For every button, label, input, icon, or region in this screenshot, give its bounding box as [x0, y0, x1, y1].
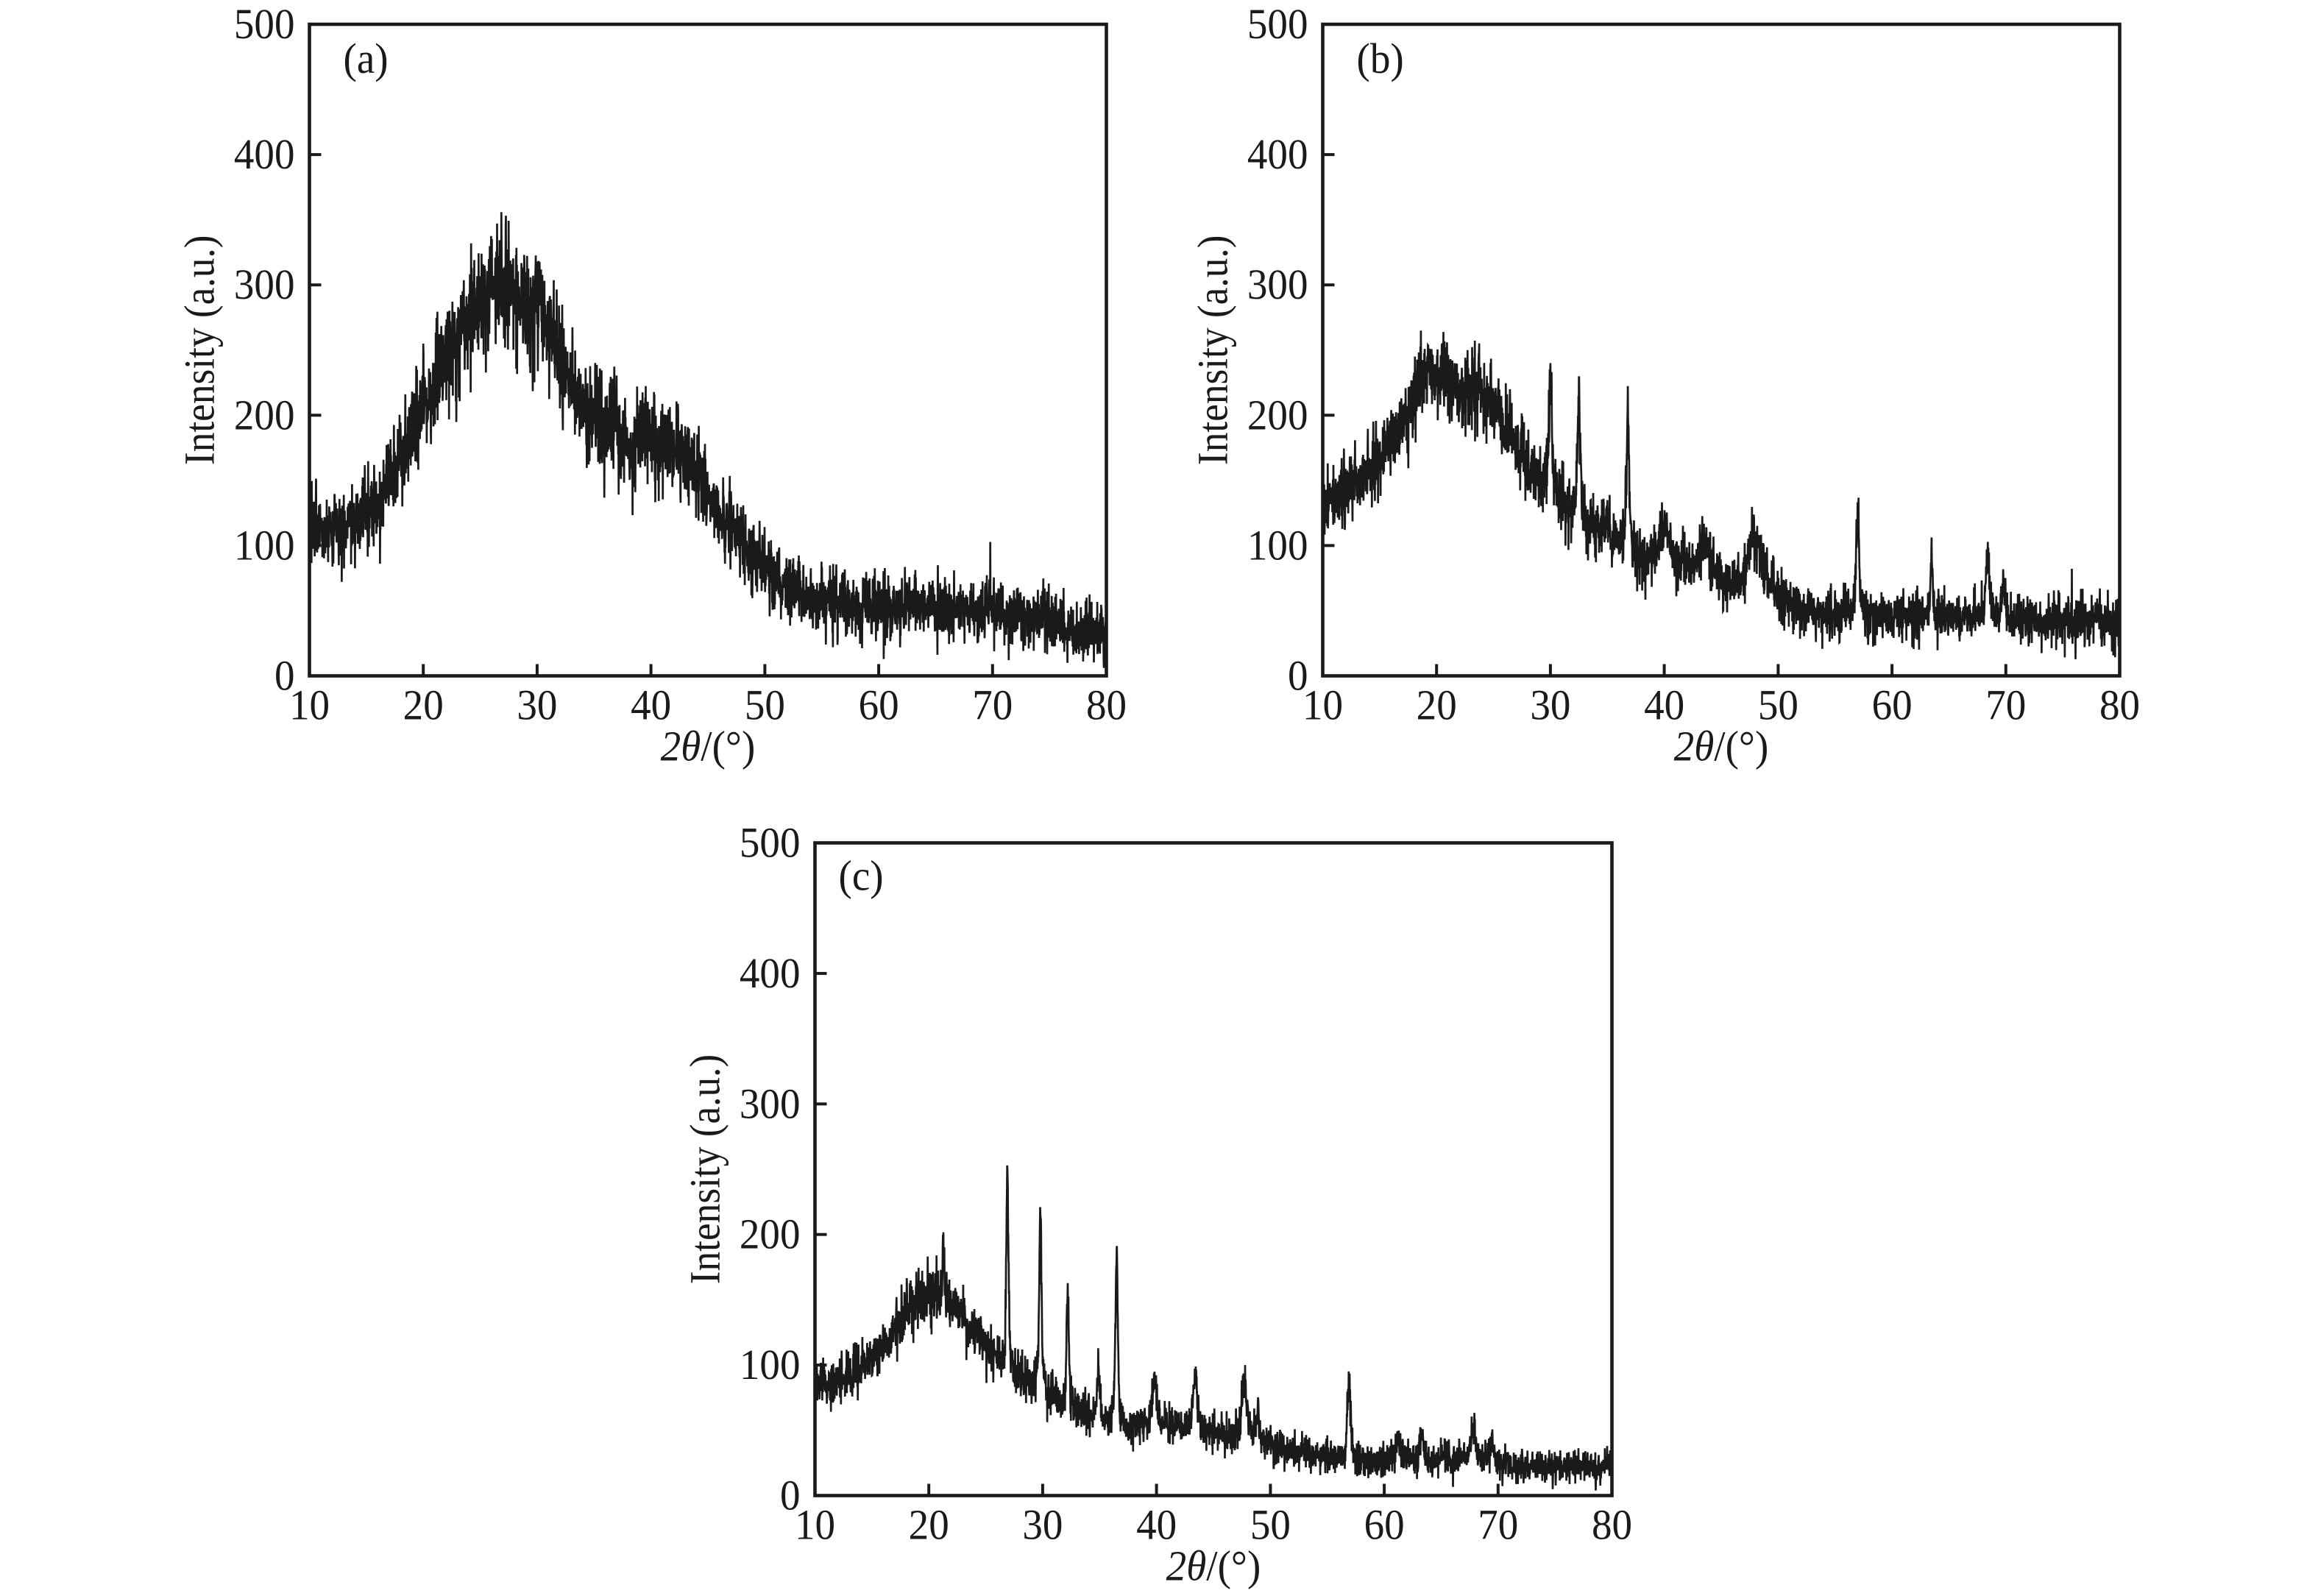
svg-text:60: 60	[1364, 1502, 1405, 1549]
svg-text:2θ/(°): 2θ/(°)	[1166, 1543, 1261, 1590]
svg-text:500: 500	[1247, 1, 1308, 49]
svg-text:Intensity (a.u.): Intensity (a.u.)	[682, 1054, 729, 1285]
svg-text:100: 100	[1247, 522, 1308, 570]
svg-text:0: 0	[780, 1472, 801, 1519]
svg-text:500: 500	[740, 820, 801, 867]
svg-text:80: 80	[2099, 682, 2140, 729]
svg-text:30: 30	[1022, 1502, 1063, 1549]
svg-text:80: 80	[1086, 682, 1127, 729]
svg-text:300: 300	[234, 262, 295, 309]
svg-text:200: 200	[740, 1211, 801, 1258]
svg-text:80: 80	[1592, 1502, 1632, 1549]
svg-text:40: 40	[631, 682, 671, 729]
svg-text:50: 50	[1758, 682, 1798, 729]
svg-text:100: 100	[234, 522, 295, 570]
svg-text:200: 200	[1247, 392, 1308, 439]
svg-text:10: 10	[289, 682, 330, 729]
svg-text:70: 70	[1985, 682, 2026, 729]
svg-text:(c): (c)	[839, 853, 884, 900]
svg-text:20: 20	[1417, 682, 1457, 729]
svg-text:400: 400	[234, 132, 295, 179]
svg-text:400: 400	[1247, 132, 1308, 179]
svg-text:60: 60	[1872, 682, 1913, 729]
svg-text:200: 200	[234, 392, 295, 439]
svg-text:20: 20	[403, 682, 444, 729]
svg-text:400: 400	[740, 951, 801, 998]
svg-text:70: 70	[972, 682, 1013, 729]
svg-text:300: 300	[1247, 262, 1308, 309]
svg-text:0: 0	[1288, 653, 1308, 700]
svg-text:50: 50	[1250, 1502, 1291, 1549]
svg-text:30: 30	[517, 682, 557, 729]
svg-text:0: 0	[274, 653, 295, 700]
svg-text:10: 10	[1302, 682, 1343, 729]
svg-text:Intensity (a.u.): Intensity (a.u.)	[177, 235, 224, 466]
svg-text:(b): (b)	[1357, 36, 1404, 83]
svg-text:2θ/(°): 2θ/(°)	[661, 723, 756, 770]
svg-text:40: 40	[1644, 682, 1684, 729]
svg-text:30: 30	[1530, 682, 1570, 729]
svg-text:40: 40	[1136, 1502, 1177, 1549]
svg-text:100: 100	[740, 1342, 801, 1389]
svg-text:10: 10	[795, 1502, 835, 1549]
svg-text:500: 500	[234, 1, 295, 49]
svg-text:2θ/(°): 2θ/(°)	[1674, 723, 1769, 770]
svg-text:(a): (a)	[344, 36, 389, 83]
svg-text:70: 70	[1478, 1502, 1518, 1549]
svg-text:60: 60	[859, 682, 899, 729]
svg-text:Intensity (a.u.): Intensity (a.u.)	[1190, 235, 1237, 466]
svg-text:20: 20	[909, 1502, 949, 1549]
svg-text:50: 50	[745, 682, 785, 729]
svg-text:300: 300	[740, 1081, 801, 1128]
